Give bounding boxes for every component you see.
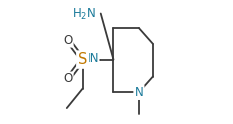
Text: O: O <box>63 72 73 85</box>
Text: N: N <box>134 86 143 99</box>
Text: H$_2$N: H$_2$N <box>72 7 96 22</box>
Text: O: O <box>63 34 73 47</box>
Text: S: S <box>78 52 87 67</box>
Text: HN: HN <box>81 52 99 65</box>
